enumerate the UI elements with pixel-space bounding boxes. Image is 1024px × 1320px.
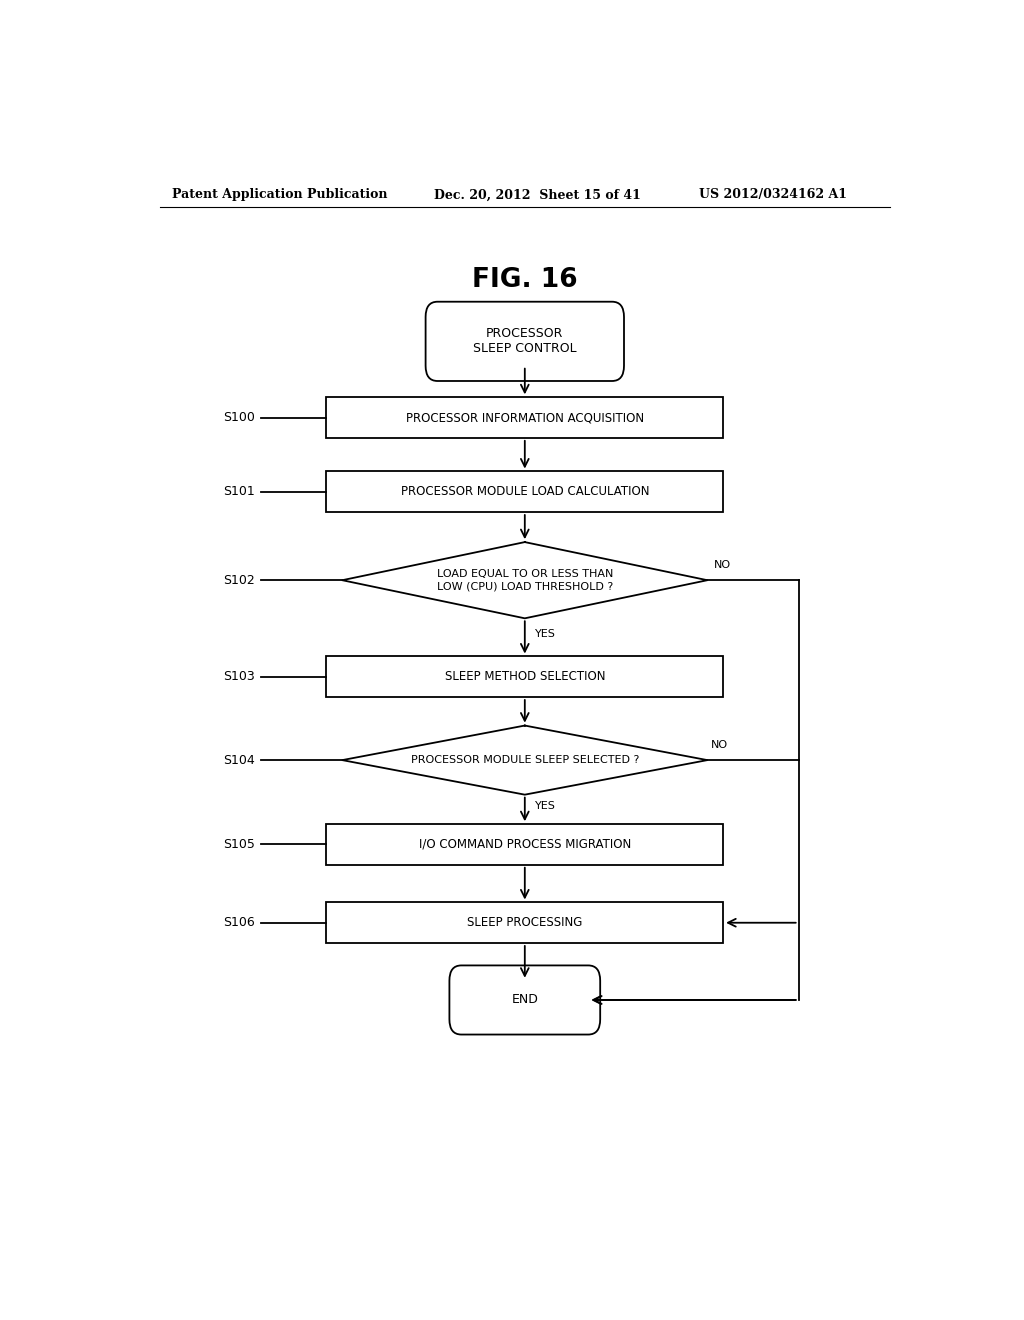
Text: S102: S102 (223, 574, 255, 586)
FancyBboxPatch shape (327, 397, 723, 438)
FancyBboxPatch shape (327, 824, 723, 865)
FancyBboxPatch shape (450, 965, 600, 1035)
Text: I/O COMMAND PROCESS MIGRATION: I/O COMMAND PROCESS MIGRATION (419, 838, 631, 851)
Polygon shape (342, 726, 708, 795)
Text: NO: NO (712, 741, 728, 750)
Text: PROCESSOR MODULE LOAD CALCULATION: PROCESSOR MODULE LOAD CALCULATION (400, 486, 649, 498)
FancyBboxPatch shape (327, 903, 723, 942)
Text: FIG. 16: FIG. 16 (472, 268, 578, 293)
Text: LOAD EQUAL TO OR LESS THAN
LOW (CPU) LOAD THRESHOLD ?: LOAD EQUAL TO OR LESS THAN LOW (CPU) LOA… (436, 569, 613, 591)
Text: YES: YES (536, 801, 556, 812)
Text: Dec. 20, 2012  Sheet 15 of 41: Dec. 20, 2012 Sheet 15 of 41 (433, 189, 640, 202)
Text: END: END (511, 994, 539, 1006)
FancyBboxPatch shape (426, 302, 624, 381)
Text: Patent Application Publication: Patent Application Publication (172, 189, 387, 202)
Text: S103: S103 (223, 671, 255, 684)
Text: PROCESSOR
SLEEP CONTROL: PROCESSOR SLEEP CONTROL (473, 327, 577, 355)
Text: SLEEP METHOD SELECTION: SLEEP METHOD SELECTION (444, 671, 605, 684)
Text: S106: S106 (223, 916, 255, 929)
Text: US 2012/0324162 A1: US 2012/0324162 A1 (699, 189, 848, 202)
Text: PROCESSOR MODULE SLEEP SELECTED ?: PROCESSOR MODULE SLEEP SELECTED ? (411, 755, 639, 766)
Text: NO: NO (714, 560, 731, 570)
Text: S100: S100 (223, 411, 255, 424)
Text: SLEEP PROCESSING: SLEEP PROCESSING (467, 916, 583, 929)
Text: S101: S101 (223, 486, 255, 498)
FancyBboxPatch shape (327, 471, 723, 512)
Text: PROCESSOR INFORMATION ACQUISITION: PROCESSOR INFORMATION ACQUISITION (406, 411, 644, 424)
Text: S105: S105 (223, 838, 255, 851)
Text: YES: YES (536, 630, 556, 639)
Text: S104: S104 (223, 754, 255, 767)
FancyBboxPatch shape (327, 656, 723, 697)
Polygon shape (342, 543, 708, 618)
